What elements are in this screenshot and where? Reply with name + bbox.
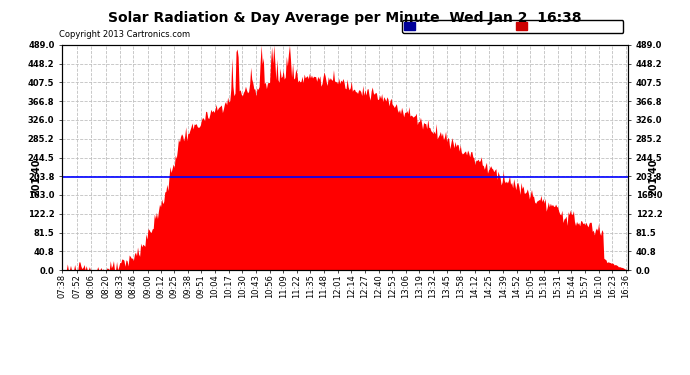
Text: Copyright 2013 Cartronics.com: Copyright 2013 Cartronics.com (59, 30, 190, 39)
Text: 201.40: 201.40 (32, 159, 41, 196)
Text: Solar Radiation & Day Average per Minute  Wed Jan 2  16:38: Solar Radiation & Day Average per Minute… (108, 11, 582, 25)
Legend: Median (w/m2), Radiation (w/m2): Median (w/m2), Radiation (w/m2) (402, 20, 623, 33)
Text: 201.40: 201.40 (649, 159, 658, 196)
